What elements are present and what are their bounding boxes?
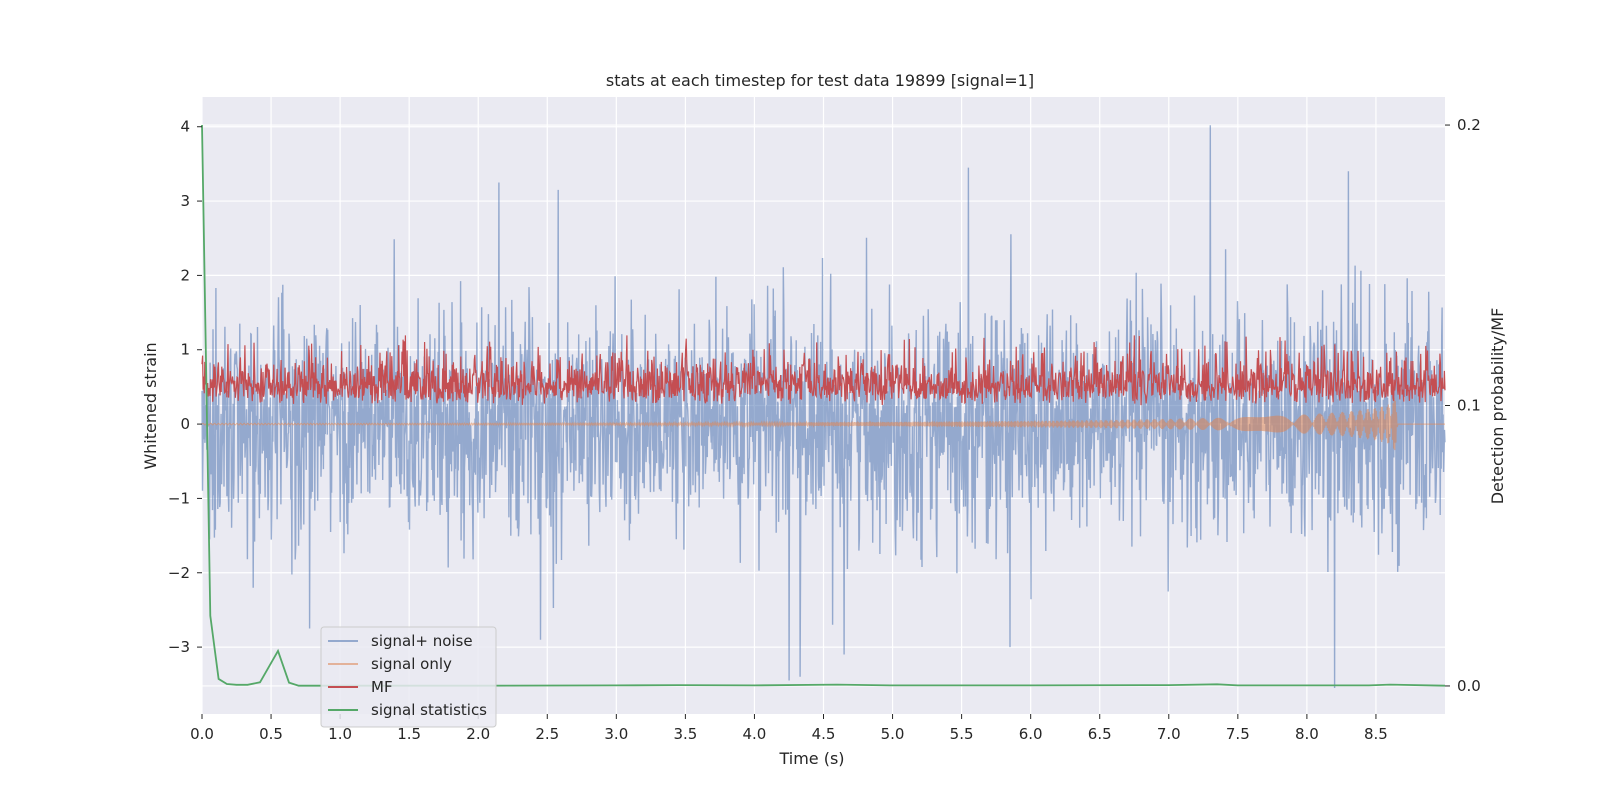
y-tick-label: 2 [180, 266, 190, 284]
legend-label-signal-only: signal only [371, 655, 452, 673]
y-tick-label: 4 [180, 118, 190, 136]
x-tick-label: 2.5 [535, 725, 559, 743]
y-axis-label: Whitened strain [141, 342, 160, 469]
x-tick-label: 5.0 [881, 725, 905, 743]
x-tick-label: 1.0 [328, 725, 352, 743]
y-tick-label: 3 [180, 192, 190, 210]
y-tick-label: −2 [168, 564, 190, 582]
y-tick-label: −1 [168, 489, 190, 507]
legend: signal+ noise signal only MF signal stat… [320, 626, 497, 728]
axes: 0.0 0.5 1.0 1.5 2.0 2.5 3.0 3.5 4.0 4.5 5.0 5.5 6.0 6… [168, 116, 1481, 743]
legend-label-mf: MF [371, 678, 393, 696]
x-tick-label: 4.5 [812, 725, 836, 743]
signal-statistics-line [201, 124, 1446, 687]
y-right-tick-label: 0.2 [1457, 116, 1481, 134]
x-tick-label: 6.0 [1019, 725, 1043, 743]
legend-box [320, 626, 497, 728]
x-axis-label: Time (s) [778, 749, 844, 768]
x-tick-label: 3.5 [673, 725, 697, 743]
legend-label-signal-noise: signal+ noise [371, 632, 473, 650]
y-tick-label: 0 [180, 415, 190, 433]
y-tick-label: 1 [180, 341, 190, 359]
x-tick-label: 1.5 [397, 725, 421, 743]
y-axis-right-label: Detection probability/MF [1488, 308, 1507, 505]
series-layer [201, 124, 1446, 689]
mf-line [201, 335, 1446, 406]
signal-only-line [201, 397, 1445, 451]
x-tick-label: 8.0 [1295, 725, 1319, 743]
x-tick-label: 6.5 [1088, 725, 1112, 743]
y-right-tick-label: 0.1 [1457, 397, 1481, 415]
x-tick-label: 2.0 [466, 725, 490, 743]
x-tick-label: 8.5 [1364, 725, 1388, 743]
x-tick-label: 5.5 [950, 725, 974, 743]
x-tick-label: 7.5 [1226, 725, 1250, 743]
y-tick-label: −3 [168, 638, 190, 656]
legend-label-signal-statistics: signal statistics [371, 701, 487, 719]
x-tick-label: 4.0 [743, 725, 767, 743]
x-tick-label: 0.5 [259, 725, 283, 743]
y-right-tick-label: 0.0 [1457, 677, 1481, 695]
x-tick-label: 0.0 [190, 725, 214, 743]
chart-title: stats at each timestep for test data 198… [606, 71, 1034, 90]
x-tick-label: 7.0 [1157, 725, 1181, 743]
x-tick-label: 3.0 [604, 725, 628, 743]
